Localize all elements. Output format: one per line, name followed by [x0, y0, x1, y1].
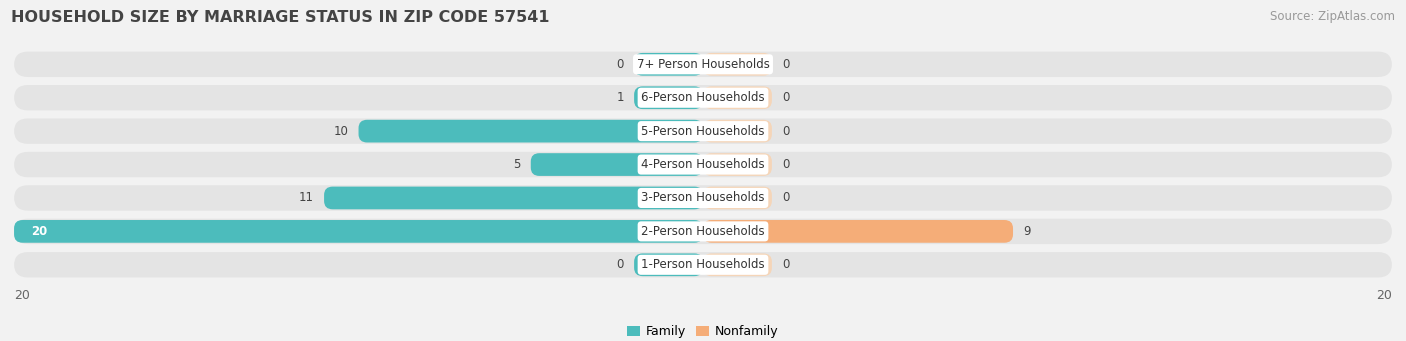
- FancyBboxPatch shape: [14, 252, 1392, 278]
- FancyBboxPatch shape: [634, 253, 703, 276]
- FancyBboxPatch shape: [703, 253, 772, 276]
- FancyBboxPatch shape: [703, 153, 772, 176]
- FancyBboxPatch shape: [634, 86, 703, 109]
- Text: 6-Person Households: 6-Person Households: [641, 91, 765, 104]
- Text: 3-Person Households: 3-Person Households: [641, 191, 765, 205]
- Text: 0: 0: [782, 58, 790, 71]
- Text: 0: 0: [616, 58, 624, 71]
- FancyBboxPatch shape: [703, 120, 772, 143]
- Text: 20: 20: [1376, 289, 1392, 302]
- Text: 0: 0: [782, 258, 790, 271]
- Text: 4-Person Households: 4-Person Households: [641, 158, 765, 171]
- FancyBboxPatch shape: [14, 219, 1392, 244]
- Text: 0: 0: [782, 158, 790, 171]
- Text: 10: 10: [333, 125, 349, 138]
- FancyBboxPatch shape: [14, 220, 703, 243]
- Text: 20: 20: [14, 289, 30, 302]
- FancyBboxPatch shape: [323, 187, 703, 209]
- Legend: Family, Nonfamily: Family, Nonfamily: [627, 325, 779, 338]
- Text: 5: 5: [513, 158, 520, 171]
- Text: HOUSEHOLD SIZE BY MARRIAGE STATUS IN ZIP CODE 57541: HOUSEHOLD SIZE BY MARRIAGE STATUS IN ZIP…: [11, 10, 550, 25]
- Text: Source: ZipAtlas.com: Source: ZipAtlas.com: [1270, 10, 1395, 23]
- FancyBboxPatch shape: [14, 118, 1392, 144]
- Text: 9: 9: [1024, 225, 1031, 238]
- Text: 0: 0: [782, 191, 790, 205]
- Text: 0: 0: [782, 91, 790, 104]
- Text: 7+ Person Households: 7+ Person Households: [637, 58, 769, 71]
- FancyBboxPatch shape: [14, 185, 1392, 211]
- FancyBboxPatch shape: [634, 53, 703, 76]
- Text: 2-Person Households: 2-Person Households: [641, 225, 765, 238]
- FancyBboxPatch shape: [703, 86, 772, 109]
- Text: 0: 0: [782, 125, 790, 138]
- FancyBboxPatch shape: [531, 153, 703, 176]
- FancyBboxPatch shape: [14, 51, 1392, 77]
- FancyBboxPatch shape: [14, 85, 1392, 110]
- Text: 1: 1: [616, 91, 624, 104]
- FancyBboxPatch shape: [703, 187, 772, 209]
- Text: 5-Person Households: 5-Person Households: [641, 125, 765, 138]
- FancyBboxPatch shape: [703, 53, 772, 76]
- Text: 1-Person Households: 1-Person Households: [641, 258, 765, 271]
- FancyBboxPatch shape: [14, 152, 1392, 177]
- Text: 0: 0: [616, 258, 624, 271]
- FancyBboxPatch shape: [359, 120, 703, 143]
- Text: 11: 11: [298, 191, 314, 205]
- FancyBboxPatch shape: [703, 220, 1012, 243]
- Text: 20: 20: [31, 225, 48, 238]
